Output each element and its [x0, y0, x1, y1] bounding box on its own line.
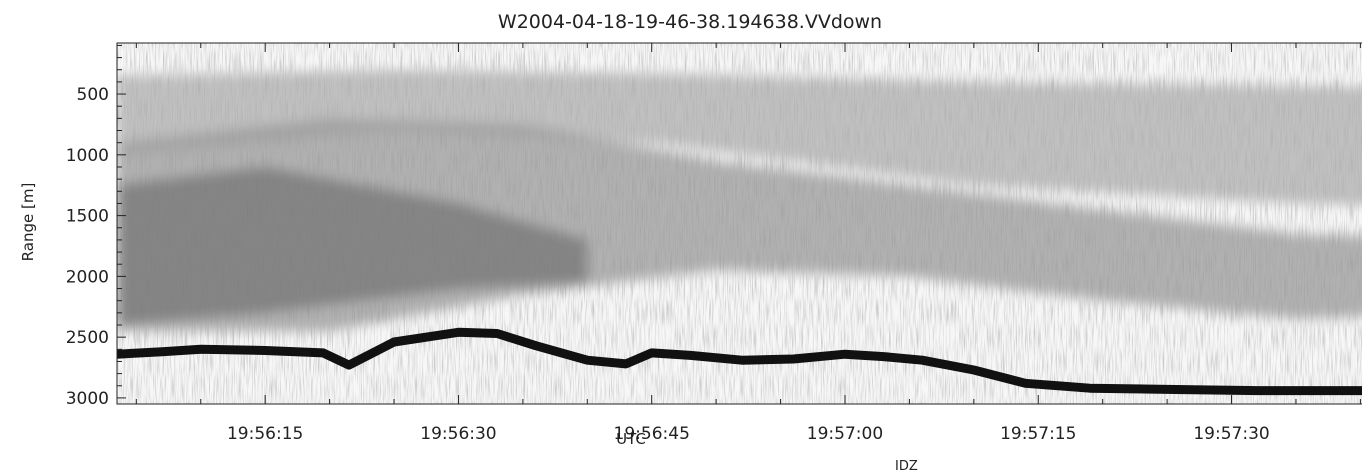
y-tick-label: 500 — [77, 85, 109, 105]
y-tick-label: 2500 — [66, 328, 109, 348]
x-tick-label: 19:57:30 — [1193, 424, 1269, 444]
y-tick-label: 1500 — [66, 207, 109, 227]
x-tick-label: 19:57:00 — [807, 424, 883, 444]
footer-label: IDZ — [895, 459, 918, 474]
surface-echo-line — [117, 327, 1362, 396]
y-axis: 500 1000 1500 2000 2500 3000 — [66, 44, 126, 409]
aerosol-layer-1 — [117, 69, 1362, 206]
x-axis: 19:56:15 19:56:30 19:56:45 19:57:00 19:57:15… — [135, 43, 1361, 444]
y-tick-label: 2000 — [66, 267, 109, 287]
plot-area — [117, 43, 1362, 404]
x-tick-label: 19:56:30 — [420, 424, 496, 444]
aerosol-layer-3 — [117, 167, 588, 325]
y-tick-label: 3000 — [66, 389, 109, 409]
x-tick-label: 19:57:15 — [1000, 424, 1076, 444]
chart-title: W2004-04-18-19-46-38.194638.VVdown — [498, 11, 882, 33]
aerosol-layers — [117, 69, 1362, 332]
y-axis-label: Range [m] — [19, 183, 37, 262]
y-tick-label: 1000 — [66, 146, 109, 166]
x-axis-label: UTC — [616, 430, 646, 448]
plot-frame — [116, 42, 1362, 405]
x-tick-label: 19:56:45 — [614, 424, 690, 444]
x-tick-label: 19:56:15 — [227, 424, 303, 444]
